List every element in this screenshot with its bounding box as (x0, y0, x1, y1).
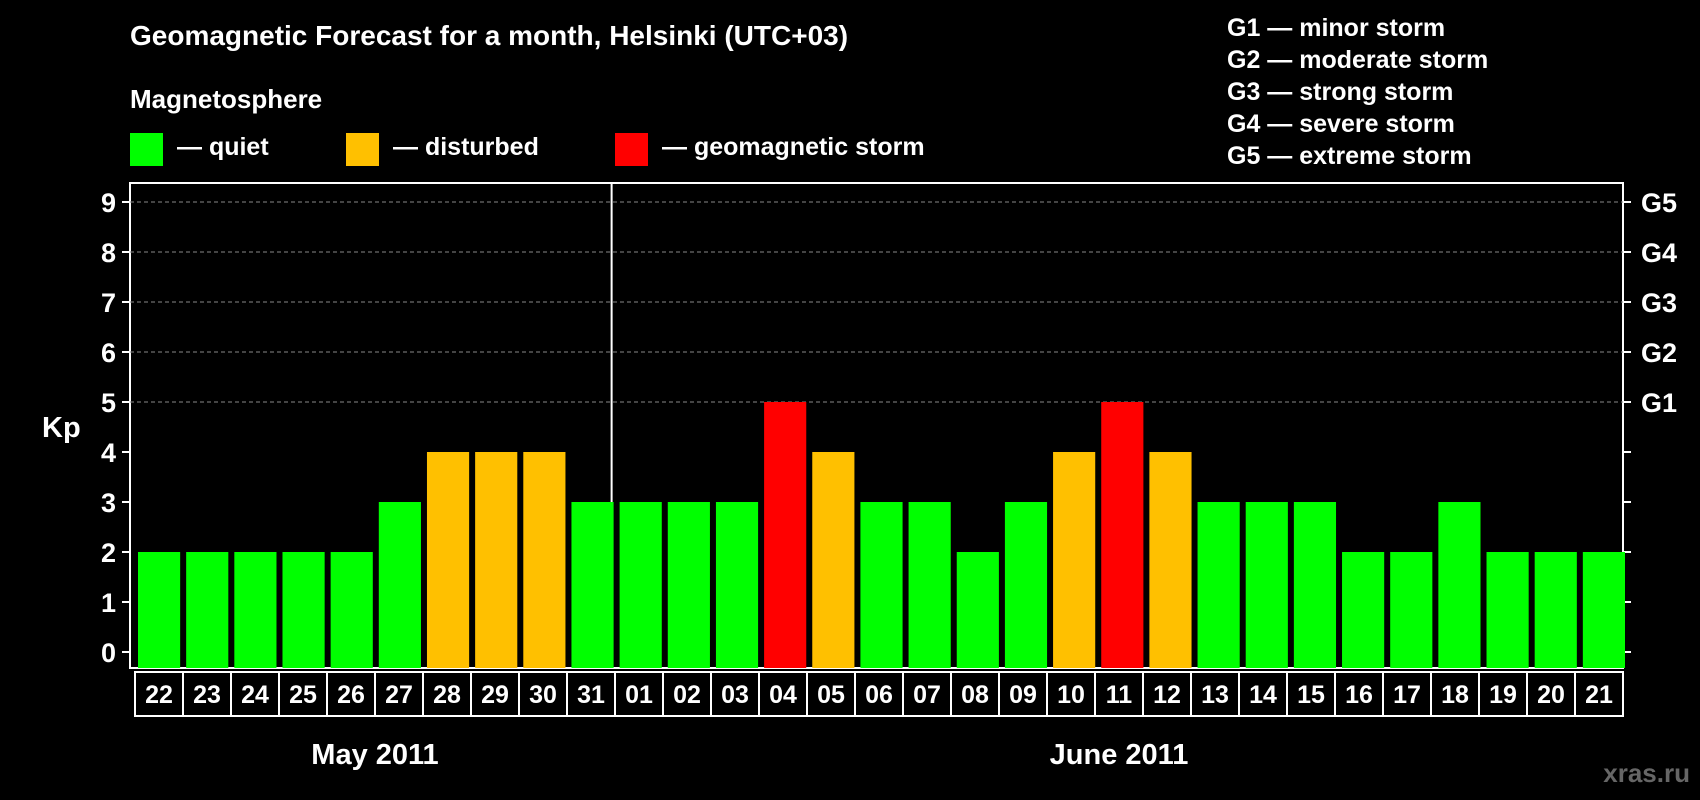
legend-swatch-quiet (130, 133, 163, 166)
chart-title: Geomagnetic Forecast for a month, Helsin… (130, 20, 849, 51)
x-tick-label-16: 16 (1345, 681, 1373, 709)
x-tick-label-28: 28 (433, 681, 461, 709)
bar-27 (378, 502, 421, 668)
x-tick-label-05: 05 (817, 681, 845, 709)
x-tick-label-11: 11 (1106, 681, 1133, 709)
x-tick-label-14: 14 (1249, 681, 1277, 709)
month-label: May 2011 (311, 739, 438, 771)
bar-06 (860, 502, 903, 668)
g-scale-g4: G4 — severe storm (1227, 110, 1455, 138)
bar-30 (523, 452, 566, 668)
x-tick-label-20: 20 (1537, 681, 1565, 709)
bar-22 (138, 552, 181, 668)
x-tick-label-27: 27 (385, 681, 413, 709)
y-tick-label: 0 (101, 638, 116, 668)
x-tick-label-26: 26 (337, 681, 365, 709)
magnetosphere-label: Magnetosphere (130, 84, 323, 114)
x-tick-label-01: 01 (625, 681, 653, 709)
x-tick-label-02: 02 (673, 681, 701, 709)
g-scale-g5: G5 — extreme storm (1227, 142, 1472, 170)
x-tick-label-12: 12 (1153, 681, 1181, 709)
x-tick-label-23: 23 (193, 681, 221, 709)
g-axis-label-g2: G2 (1641, 338, 1677, 368)
x-tick-label-30: 30 (529, 681, 557, 709)
y-tick-label: 5 (101, 388, 116, 418)
x-tick-label-13: 13 (1201, 681, 1229, 709)
bar-09 (1004, 502, 1048, 668)
bar-24 (234, 552, 277, 668)
bar-03 (715, 502, 759, 668)
x-tick-label-18: 18 (1441, 681, 1469, 709)
x-tick-label-03: 03 (721, 681, 749, 709)
bar-20 (1534, 552, 1577, 668)
x-tick-label-06: 06 (865, 681, 893, 709)
bar-25 (282, 552, 325, 668)
date-row-frame (134, 671, 1624, 717)
bar-15 (1293, 502, 1337, 668)
bar-29 (475, 452, 518, 668)
legend-swatch-storm (615, 133, 648, 166)
bar-12 (1149, 452, 1192, 668)
legend-swatch-disturbed (346, 133, 379, 166)
bar-13 (1197, 502, 1240, 668)
g-axis-label-g4: G4 (1641, 238, 1677, 268)
x-tick-label-15: 15 (1297, 681, 1325, 709)
x-tick-label-22: 22 (145, 681, 173, 709)
bar-16 (1342, 552, 1385, 668)
x-tick-label-24: 24 (241, 681, 269, 709)
bar-18 (1438, 502, 1481, 668)
bar-01 (619, 502, 662, 668)
x-tick-label-08: 08 (961, 681, 989, 709)
g-scale-g1: G1 — minor storm (1227, 14, 1446, 42)
y-tick-label: 1 (101, 588, 116, 618)
y-tick-label: 9 (101, 188, 116, 218)
x-tick-label-25: 25 (289, 681, 317, 709)
y-tick-label: 8 (101, 238, 116, 268)
y-tick-label: 2 (101, 538, 116, 568)
y-axis-label: Kp (42, 412, 81, 444)
bar-26 (330, 552, 373, 668)
bar-07 (908, 502, 951, 668)
bar-31 (571, 502, 614, 668)
x-tick-label-17: 17 (1393, 681, 1421, 709)
bar-10 (1053, 452, 1096, 668)
bar-05 (812, 452, 855, 668)
legend-label-disturbed: — disturbed (393, 133, 539, 161)
bar-17 (1390, 552, 1433, 668)
month-label: June 2011 (1050, 739, 1189, 771)
bar-28 (426, 452, 470, 668)
x-tick-label-31: 31 (577, 681, 605, 709)
x-tick-label-10: 10 (1057, 681, 1085, 709)
bar-19 (1486, 552, 1529, 668)
legend-label-storm: — geomagnetic storm (662, 133, 925, 161)
g-scale-g2: G2 — moderate storm (1227, 46, 1489, 74)
legend-label-quiet: — quiet (177, 133, 269, 161)
g-axis-label-g5: G5 (1641, 188, 1677, 218)
y-tick-label: 3 (101, 488, 116, 518)
g-scale-g3: G3 — strong storm (1227, 78, 1454, 106)
bar-21 (1582, 552, 1625, 668)
watermark: xras.ru (1603, 758, 1690, 788)
y-tick-label: 6 (101, 338, 116, 368)
y-tick-label: 7 (101, 288, 116, 318)
bar-04 (764, 402, 807, 668)
bar-08 (956, 552, 999, 668)
g-axis-label-g1: G1 (1641, 388, 1677, 418)
x-tick-label-07: 07 (913, 681, 941, 709)
x-tick-label-29: 29 (481, 681, 509, 709)
x-tick-label-09: 09 (1009, 681, 1037, 709)
bar-02 (667, 502, 710, 668)
x-tick-label-04: 04 (769, 681, 797, 709)
y-tick-label: 4 (101, 438, 116, 468)
x-tick-label-21: 21 (1585, 681, 1613, 709)
x-tick-label-19: 19 (1489, 681, 1517, 709)
g-axis-label-g3: G3 (1641, 288, 1677, 318)
bar-23 (186, 552, 229, 668)
bar-14 (1245, 502, 1288, 668)
bar-11 (1101, 402, 1144, 668)
